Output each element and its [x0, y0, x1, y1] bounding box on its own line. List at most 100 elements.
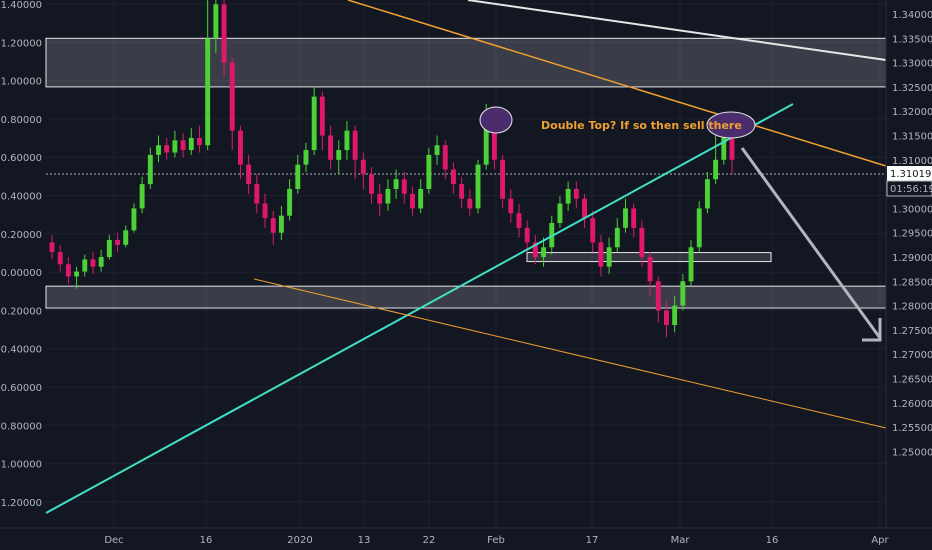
- candle-body-32: [311, 96, 317, 151]
- right-tick-label: 1.28500: [892, 277, 932, 288]
- candle-body-54: [491, 111, 497, 160]
- right-tick-label: 1.32500: [892, 83, 932, 94]
- candle-body-24: [246, 164, 252, 185]
- left-tick-label: 1.40000: [1, 0, 42, 11]
- candle-body-74: [655, 281, 661, 311]
- x-tick-label: 17: [586, 535, 599, 546]
- sell-arrow-shaft: [740, 147, 882, 339]
- candle-body-67: [598, 242, 604, 267]
- x-tick-label: Mar: [671, 535, 691, 546]
- candle-body-6: [98, 257, 104, 267]
- candle-body-35: [336, 150, 342, 160]
- candle-body-79: [696, 208, 702, 248]
- candle-body-9: [123, 230, 129, 245]
- candle-body-23: [237, 130, 243, 165]
- candle-body-30: [295, 164, 301, 189]
- candle-body-56: [508, 198, 514, 214]
- candle-body-55: [500, 159, 506, 199]
- candle-body-49: [450, 169, 456, 185]
- candle-body-33: [319, 96, 325, 136]
- right-tick-label: 1.32000: [892, 107, 932, 118]
- right-tick-label: 1.27000: [892, 350, 932, 361]
- candle-body-28: [278, 215, 284, 233]
- candle-body-59: [532, 242, 538, 257]
- candle-body-52: [475, 164, 481, 209]
- candle-body-31: [303, 150, 309, 165]
- candle-body-66: [590, 218, 596, 243]
- candle-body-27: [270, 218, 276, 233]
- upper-channel-line: [347, 0, 887, 167]
- left-tick-label: 0.80000: [1, 115, 42, 126]
- candle-body-39: [369, 174, 374, 194]
- left-tick-label: -0.20000: [0, 306, 42, 317]
- candle-body-5: [90, 259, 96, 267]
- x-tick-label: 2020: [287, 535, 312, 546]
- double-top-annotation: Double Top? If so then sell there: [541, 119, 742, 132]
- candle-body-2: [65, 264, 71, 277]
- candle-body-58: [524, 227, 530, 243]
- x-tick-label: 16: [766, 535, 779, 546]
- x-tick-label: Dec: [104, 535, 123, 546]
- right-tick-label: 1.30000: [892, 204, 932, 215]
- candle-body-16: [180, 140, 186, 151]
- candle-body-81: [713, 159, 719, 180]
- candle-body-51: [467, 198, 473, 209]
- long-term-line: [467, 0, 887, 61]
- candle-body-45: [418, 188, 424, 209]
- resistance-zone: [45, 37, 887, 88]
- candle-body-73: [647, 257, 653, 282]
- left-tick-label: -0.60000: [0, 383, 42, 394]
- candle-body-7: [106, 239, 112, 257]
- candle-body-4: [82, 259, 88, 272]
- countdown-box: [886, 180, 932, 197]
- candle-body-80: [704, 179, 710, 209]
- candle-body-1: [57, 252, 63, 265]
- candle-body-12: [147, 154, 153, 185]
- candle-body-72: [639, 227, 645, 257]
- right-tick-label: 1.33000: [892, 59, 932, 70]
- candle-body-19: [205, 38, 211, 146]
- x-tick-label: 22: [423, 535, 436, 546]
- candles: [49, 0, 735, 338]
- candle-body-64: [573, 188, 579, 199]
- left-tick-label: 0.20000: [1, 230, 42, 241]
- candle-body-38: [360, 159, 366, 175]
- price-label: 1.31019: [890, 169, 931, 180]
- candle-body-17: [188, 137, 194, 151]
- candle-body-63: [565, 188, 571, 204]
- right-tick-label: 1.26500: [892, 375, 932, 386]
- left-tick-label: 0.60000: [1, 153, 42, 164]
- right-tick-label: 1.25500: [892, 423, 932, 434]
- candle-body-20: [213, 4, 219, 39]
- sell-arrow-head: [862, 318, 882, 342]
- left-tick-label: -1.20000: [0, 498, 42, 509]
- right-tick-label: 1.29500: [892, 229, 932, 240]
- candle-body-11: [139, 184, 145, 209]
- candle-body-83: [729, 135, 735, 160]
- left-tick-label: 0.00000: [1, 268, 42, 279]
- candle-body-14: [164, 145, 170, 153]
- right-tick-label: 1.31000: [892, 156, 932, 167]
- candle-body-71: [631, 208, 637, 228]
- first-top-marker: [479, 106, 513, 134]
- left-tick-label: -0.80000: [0, 421, 42, 432]
- right-tick-label: 1.34000: [892, 10, 932, 21]
- candle-body-40: [377, 193, 383, 204]
- candle-body-65: [582, 198, 587, 219]
- candle-body-36: [344, 130, 350, 151]
- candle-body-21: [221, 4, 227, 63]
- candle-body-78: [688, 247, 694, 282]
- right-tick-label: 1.27500: [892, 326, 932, 337]
- right-tick-label: 1.29000: [892, 253, 932, 264]
- candle-body-44: [410, 193, 415, 209]
- candle-body-18: [197, 137, 202, 146]
- candle-body-76: [672, 305, 678, 326]
- candle-body-75: [664, 310, 669, 326]
- left-tick-label: 0.40000: [1, 192, 42, 203]
- candle-body-25: [254, 184, 260, 204]
- candle-body-26: [262, 203, 268, 219]
- right-tick-label: 1.33500: [892, 34, 932, 45]
- candle-body-22: [229, 62, 235, 131]
- candle-body-34: [328, 135, 334, 160]
